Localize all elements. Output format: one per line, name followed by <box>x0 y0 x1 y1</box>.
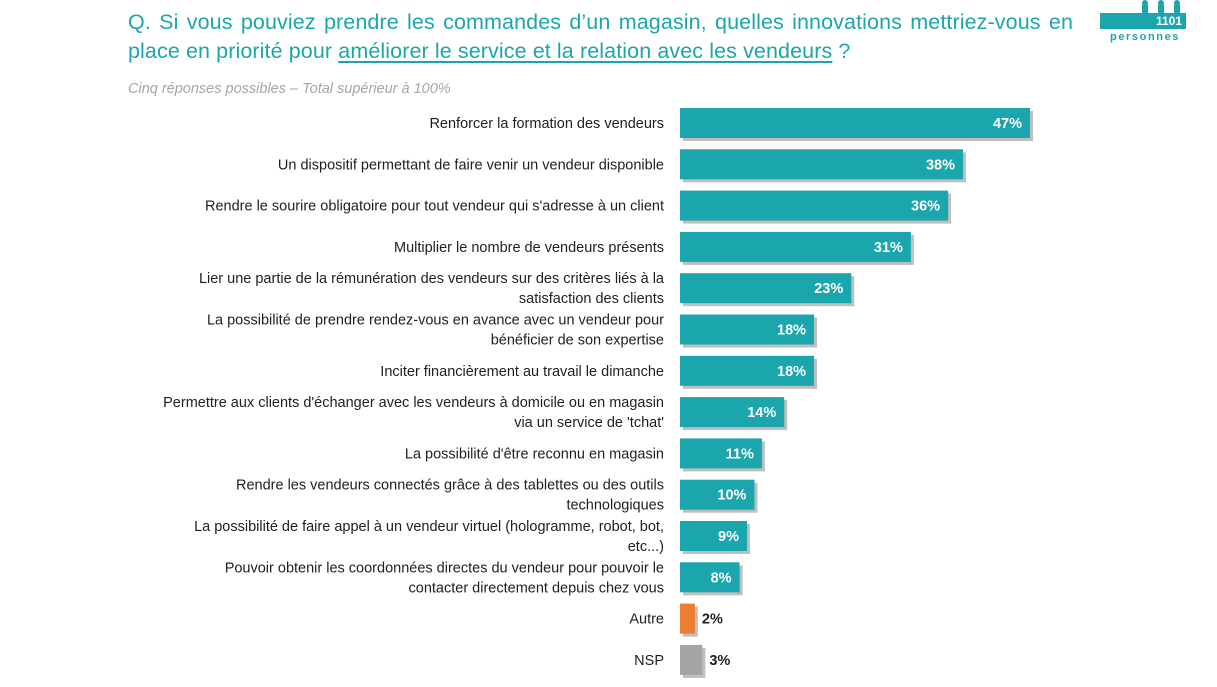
bar <box>680 314 815 345</box>
category-label-line: satisfaction des clients <box>519 291 664 307</box>
data-label: 10% <box>717 488 746 504</box>
category-label-line: technologiques <box>566 498 664 514</box>
category-label: Autre <box>629 612 664 628</box>
bar <box>680 603 695 634</box>
data-label: 47% <box>993 116 1022 132</box>
question-title: Q. Si vous pouviez prendre les commandes… <box>128 8 1073 66</box>
sample-size-badge: 1101 personnes <box>1096 0 1196 48</box>
category-label-line: etc...) <box>628 539 664 555</box>
question-highlight: améliorer le service et la relation avec… <box>338 39 833 63</box>
category-label-line: contacter directement depuis chez vous <box>409 580 665 596</box>
category-label: Un dispositif permettant de faire venir … <box>278 157 664 173</box>
bar <box>680 438 762 469</box>
data-label: 31% <box>874 240 903 256</box>
category-label-line: Pouvoir obtenir les coordonnées directes… <box>225 560 664 576</box>
category-label: Renforcer la formation des vendeurs <box>429 116 664 132</box>
category-label-line: Un dispositif permettant de faire venir … <box>278 157 664 173</box>
category-label-line: Inciter financièrement au travail le dim… <box>380 364 664 380</box>
bar <box>680 562 740 593</box>
category-label: Inciter financièrement au travail le dim… <box>380 364 664 380</box>
people-icon <box>1142 0 1180 14</box>
question-suffix: ? <box>832 39 851 63</box>
data-label: 11% <box>726 446 754 462</box>
category-label-line: Renforcer la formation des vendeurs <box>429 116 664 132</box>
category-label-line: bénéficier de son expertise <box>491 333 664 349</box>
data-label: 36% <box>911 199 940 215</box>
bar <box>680 190 949 221</box>
category-label: Lier une partie de la rémunération des v… <box>199 271 665 307</box>
bar <box>680 355 815 386</box>
sample-count: 1101 <box>1100 13 1186 29</box>
category-label-line: Autre <box>629 612 664 628</box>
category-label-line: Multiplier le nombre de vendeurs présent… <box>394 240 664 256</box>
bar <box>680 108 1030 138</box>
category-label: Pouvoir obtenir les coordonnées directes… <box>225 560 664 596</box>
subtitle: Cinq réponses possibles – Total supérieu… <box>128 81 451 97</box>
category-label-line: Lier une partie de la rémunération des v… <box>199 271 665 287</box>
category-label: Rendre le sourire obligatoire pour tout … <box>205 199 664 215</box>
category-label: Multiplier le nombre de vendeurs présent… <box>394 240 664 256</box>
data-label: 8% <box>711 570 732 586</box>
category-label-line: La possibilité d'être reconnu en magasin <box>405 446 664 462</box>
category-label-line: Rendre le sourire obligatoire pour tout … <box>205 199 664 215</box>
category-label: La possibilité d'être reconnu en magasin <box>405 446 664 462</box>
bar <box>680 644 703 675</box>
data-label: 18% <box>777 323 806 339</box>
category-label: La possibilité de prendre rendez-vous en… <box>207 313 664 349</box>
data-label: 23% <box>814 281 843 297</box>
data-label: 9% <box>718 529 739 545</box>
bar <box>680 149 963 180</box>
bar <box>680 273 852 304</box>
bar <box>680 479 755 510</box>
category-label-line: via un service de 'tchat' <box>514 415 664 431</box>
data-label: 38% <box>926 157 955 173</box>
data-label: 18% <box>777 364 806 380</box>
question-prefix: Q. Si vous pouviez prendre les commandes… <box>128 10 1073 63</box>
bar-chart: 47% Renforcer la formation des vendeurs 38… <box>163 108 1033 678</box>
category-label-line: NSP <box>634 653 664 669</box>
category-label-line: Permettre aux clients d'échanger avec le… <box>163 395 664 411</box>
data-label: 2% <box>702 612 723 628</box>
bar <box>680 397 785 428</box>
bar <box>680 231 911 262</box>
category-label: La possibilité de faire appel à un vende… <box>194 519 664 555</box>
category-label-line: La possibilité de prendre rendez-vous en… <box>207 313 664 329</box>
data-label: 3% <box>709 653 730 669</box>
category-label-line: La possibilité de faire appel à un vende… <box>194 519 664 535</box>
bar <box>680 521 748 551</box>
category-label: Rendre les vendeurs connectés grâce à de… <box>236 478 664 514</box>
data-label: 14% <box>747 405 776 421</box>
sample-unit: personnes <box>1110 31 1181 43</box>
category-label-line: Rendre les vendeurs connectés grâce à de… <box>236 478 664 494</box>
category-label: Permettre aux clients d'échanger avec le… <box>163 395 664 431</box>
category-label: NSP <box>634 653 664 669</box>
